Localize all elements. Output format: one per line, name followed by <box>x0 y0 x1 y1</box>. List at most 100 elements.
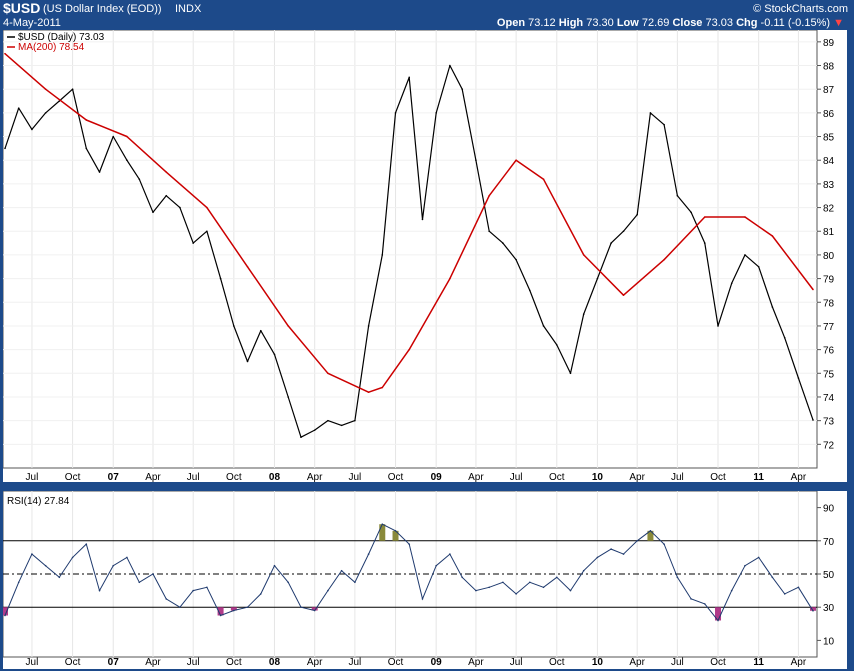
rsi-point <box>610 548 612 550</box>
rsi-x-tick-label: Oct <box>710 657 726 668</box>
rsi-point <box>287 581 289 584</box>
rsi-legend-label: RSI(14) 27.84 <box>7 496 70 507</box>
rsi-x-tick-label: Jul <box>348 657 361 668</box>
price-y-tick-label: 82 <box>823 204 835 215</box>
rsi-point <box>502 581 504 584</box>
rsi-point <box>273 564 276 567</box>
rsi-x-tick-label: Oct <box>388 657 404 668</box>
price-x-tick-label: Oct <box>549 472 565 482</box>
rsi-point <box>165 598 168 600</box>
ma200-point <box>812 288 814 291</box>
ma200-point <box>206 206 208 209</box>
usd-price-point <box>582 313 585 315</box>
rsi-y-tick-label: 50 <box>823 570 835 581</box>
rsi-oversold-fill <box>3 607 8 616</box>
usd-price-point <box>179 206 181 209</box>
high-value: 73.30 <box>586 17 614 29</box>
usd-price-point <box>31 128 33 131</box>
usd-price-point <box>219 277 222 280</box>
rsi-point <box>717 619 719 622</box>
rsi-point <box>233 609 235 612</box>
down-arrow-icon: ▼ <box>833 17 844 29</box>
rsi-line <box>4 523 814 622</box>
rsi-point <box>797 586 800 589</box>
rsi-point <box>354 581 356 584</box>
chg-value: -0.11 (-0.15%) <box>760 17 831 29</box>
usd-price-point <box>259 329 262 332</box>
rsi-x-tick-label: Apr <box>629 657 645 668</box>
price-x-tick-label: 07 <box>108 472 120 482</box>
usd-price-point <box>744 254 746 256</box>
usd-price-point <box>730 282 733 285</box>
rsi-oversold-fill <box>217 607 224 616</box>
usd-price-point <box>502 242 504 244</box>
rsi-point <box>783 593 786 595</box>
rsi-point <box>179 606 181 608</box>
price-legend-label: $USD (Daily) 73.03 <box>18 32 105 43</box>
rsi-point <box>649 530 652 532</box>
usd-price-point <box>649 112 652 114</box>
rsi-point <box>126 556 128 559</box>
price-y-tick-label: 85 <box>823 133 835 144</box>
close-label: Close <box>672 17 703 29</box>
price-x-tick-label: Apr <box>145 472 161 482</box>
price-x-tick-label: Jul <box>187 472 200 482</box>
price-x-ticks: Jul Oct 07 Apr Jul Oct 08 Apr Jul Oct 09 Apr Jul Oct 1… <box>26 472 807 482</box>
usd-price-point <box>622 230 625 233</box>
ma-legend-label: MA(200) 78.54 <box>18 42 85 53</box>
usd-price-point <box>771 306 774 308</box>
usd-price-point <box>126 159 128 162</box>
price-x-tick-label: Oct <box>226 472 242 482</box>
rsi-point <box>17 581 20 584</box>
rsi-point <box>449 553 451 555</box>
usd-price-point <box>663 123 665 126</box>
usd-price-point <box>757 265 760 268</box>
rsi-x-tick-label: Jul <box>510 657 523 668</box>
rsi-x-tick-label: Jul <box>671 657 684 668</box>
ma200-point <box>327 372 329 375</box>
rsi-x-tick-label: 10 <box>592 657 604 668</box>
chg-label: Chg <box>736 17 758 29</box>
rsi-point <box>555 576 558 579</box>
rsi-grid <box>3 491 818 658</box>
usd-price-point <box>449 64 451 67</box>
usd-price-point <box>717 325 719 327</box>
usd-price-point <box>783 336 786 339</box>
rsi-point <box>259 593 262 595</box>
rsi-point <box>421 598 424 600</box>
rsi-x-tick-label: Jul <box>187 657 200 668</box>
rsi-point <box>408 543 411 545</box>
rsi-oversold-fill <box>715 607 722 621</box>
rsi-x-tick-label: 07 <box>108 657 120 668</box>
open-label: Open <box>496 17 526 29</box>
usd-price-point <box>112 135 115 138</box>
rsi-point <box>771 576 774 579</box>
usd-price-point <box>71 88 74 90</box>
ma200-line <box>4 53 814 393</box>
rsi-overbought-fill <box>392 530 399 541</box>
rsi-point <box>676 576 679 579</box>
price-y-tick-label: 86 <box>823 109 835 120</box>
rsi-x-tick-label: Jul <box>26 657 39 668</box>
ma200-point <box>126 135 128 138</box>
rsi-x-tick-label: Apr <box>791 657 807 668</box>
price-x-tick-label: 09 <box>431 472 443 482</box>
price-x-tick-label: Jul <box>26 472 39 482</box>
rsi-point <box>152 573 154 575</box>
ma200-point <box>367 391 370 394</box>
price-y-tick-label: 72 <box>823 440 835 451</box>
rsi-point <box>138 581 141 584</box>
usd-price-point <box>797 377 800 379</box>
rsi-point <box>435 564 437 567</box>
price-y-tick-label: 88 <box>823 62 835 73</box>
rsi-overbought-fill <box>379 524 386 541</box>
usd-price-point <box>515 258 517 261</box>
price-x-tick-label: 10 <box>592 472 604 482</box>
ma200-point <box>488 194 490 197</box>
usd-price-point <box>636 213 638 216</box>
usd-price-point <box>475 159 477 162</box>
usd-price-point <box>273 353 276 356</box>
price-x-tick-label: Jul <box>510 472 523 482</box>
rsi-point <box>812 609 814 612</box>
